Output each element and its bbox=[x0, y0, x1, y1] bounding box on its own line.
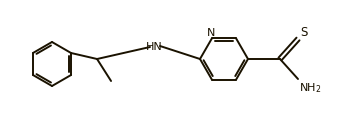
Text: HN: HN bbox=[146, 42, 162, 52]
Text: NH$_2$: NH$_2$ bbox=[299, 80, 321, 94]
Text: S: S bbox=[300, 26, 307, 39]
Text: N: N bbox=[207, 28, 215, 38]
